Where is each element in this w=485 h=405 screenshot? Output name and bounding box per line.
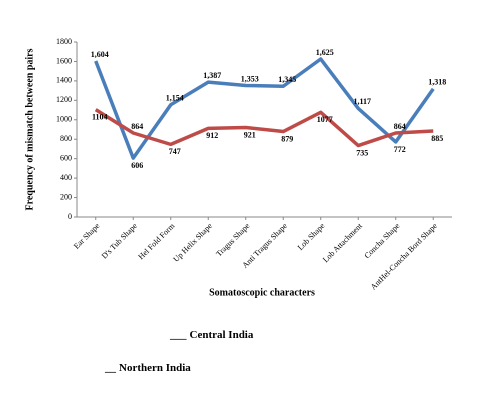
value-label: 864 <box>394 122 406 131</box>
legend-label: Northern India <box>119 362 191 374</box>
value-label: 1104 <box>92 112 108 121</box>
x-tick-label: Up Helix Shape <box>171 221 214 264</box>
value-label: 747 <box>169 147 181 156</box>
y-tick-label: 1600 <box>56 56 72 65</box>
x-tick-label: Lob Attachment <box>321 221 365 265</box>
x-tick-label: Lob Shape <box>296 221 327 252</box>
y-tick-label: 200 <box>60 192 72 201</box>
value-label: 879 <box>281 134 293 143</box>
y-tick-label: 800 <box>60 134 72 143</box>
value-label: 772 <box>394 145 406 154</box>
y-tick-label: 0 <box>68 212 72 221</box>
value-label: 1,318 <box>428 78 446 87</box>
value-label: 1,345 <box>278 75 296 84</box>
line-series <box>94 57 435 160</box>
line-series <box>94 108 434 148</box>
value-label: 864 <box>131 122 143 131</box>
value-label: 921 <box>244 130 256 139</box>
x-tick-label: Hel Fold Form <box>136 221 177 262</box>
value-label: 1,604 <box>91 50 109 59</box>
legend-marker: ___ <box>169 329 187 341</box>
value-label: 1077 <box>317 115 333 124</box>
y-tick-label: 1800 <box>56 37 72 46</box>
legend-entry: __ Northern India <box>104 362 191 374</box>
y-axis-title: Frequency of mismatch between pairs <box>24 48 35 210</box>
value-label: 735 <box>356 148 368 157</box>
x-axis-title: Somatoscopic characters <box>209 287 315 298</box>
legend-label: Central India <box>190 329 254 341</box>
y-tick-label: 1400 <box>56 76 72 85</box>
y-tick-label: 600 <box>60 153 72 162</box>
x-tick-label: Tragus Shape <box>214 221 251 258</box>
value-label: 1,387 <box>203 71 221 80</box>
legend-marker: __ <box>104 362 117 374</box>
x-tick-label: Concha Shape <box>363 221 402 260</box>
value-label: 606 <box>131 161 143 170</box>
value-label: 1,117 <box>353 97 371 106</box>
value-label: 912 <box>206 131 218 140</box>
value-label: 1,353 <box>241 74 259 83</box>
y-tick-label: 400 <box>60 173 72 182</box>
x-tick-label: D's Tub Shape <box>100 221 139 260</box>
x-tick-label: AntHel-Concha Bord Shape <box>369 221 439 291</box>
x-tick-label: Ear Shape <box>72 221 102 251</box>
legend-entry: ___ Central India <box>169 329 254 341</box>
value-label: 1,154 <box>166 94 184 103</box>
value-label: 885 <box>431 134 443 143</box>
value-label: 1,625 <box>316 48 334 57</box>
y-tick-label: 1000 <box>56 115 72 124</box>
y-tick-label: 1200 <box>56 95 72 104</box>
